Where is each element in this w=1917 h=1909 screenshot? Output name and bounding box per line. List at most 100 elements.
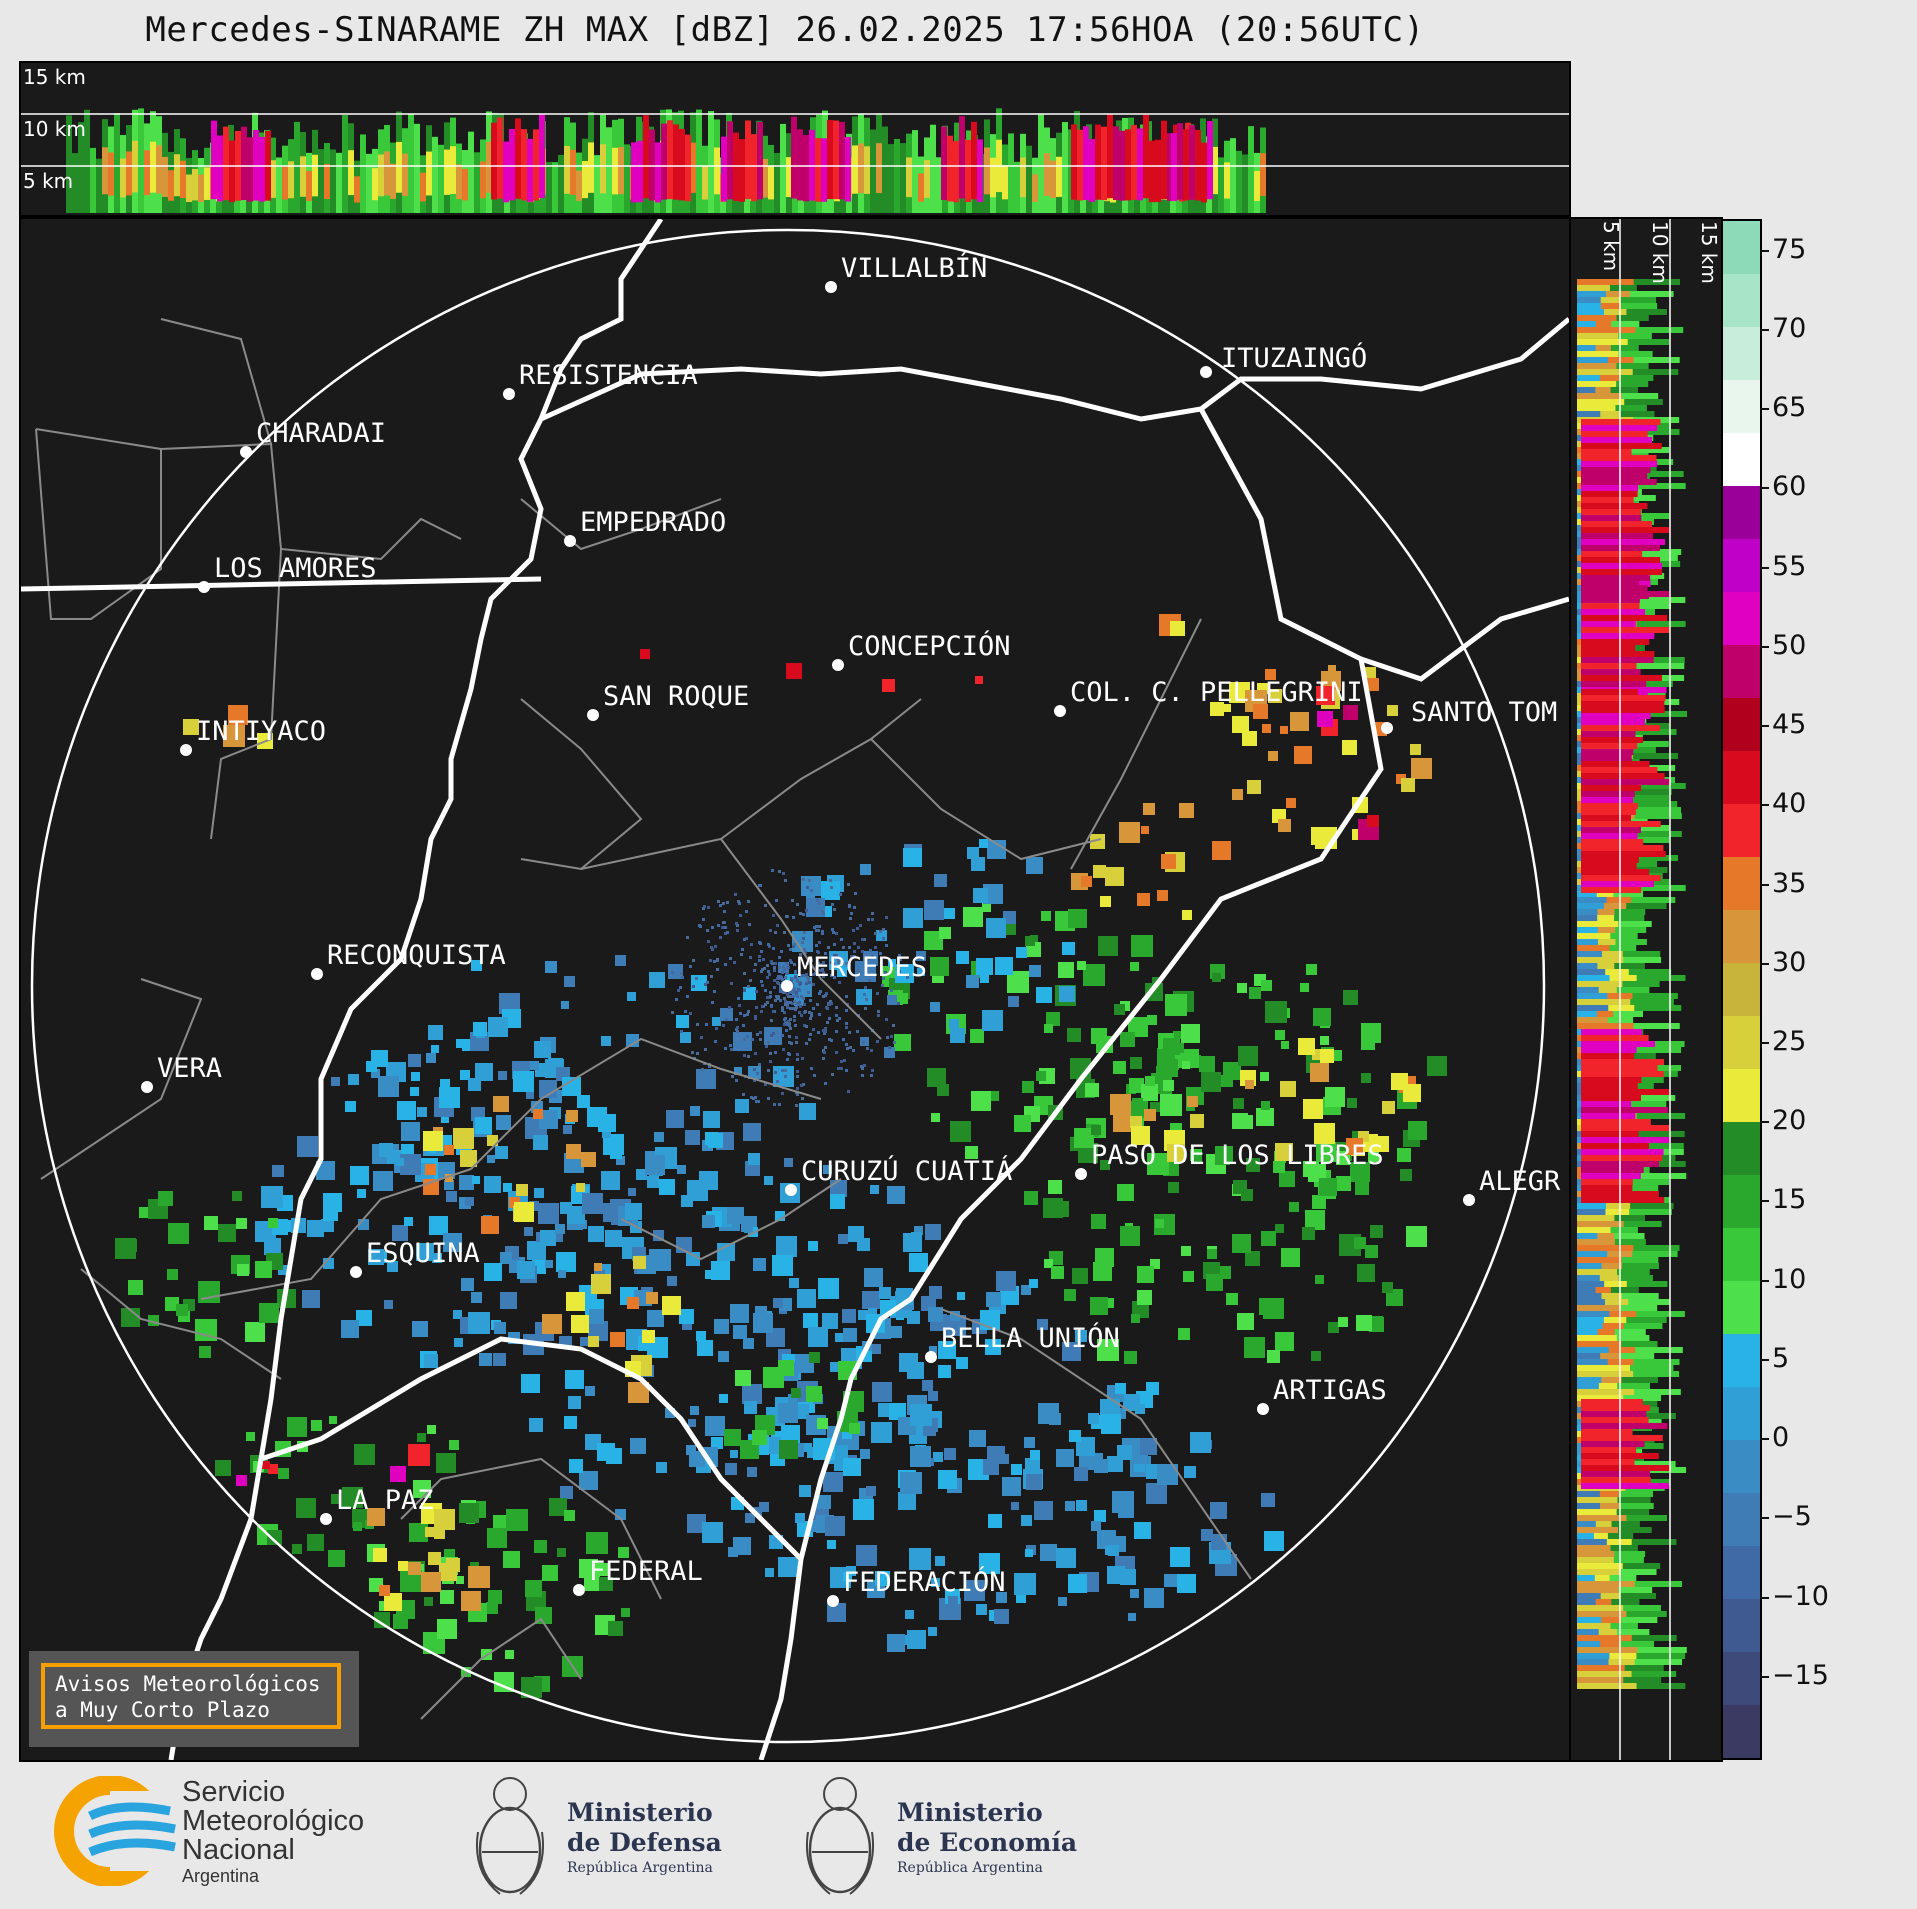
footer-logos: Servicio Meteorológico Nacional Argentin… <box>0 1762 1917 1909</box>
city-label: INTIYACO <box>196 716 327 747</box>
city-marker <box>503 388 515 400</box>
side-height-profile: 5 km 10 km 15 km <box>1569 217 1723 1762</box>
city-label: FEDERAL <box>589 1556 703 1587</box>
city-marker <box>311 968 323 980</box>
city-label: ALEGR <box>1479 1166 1561 1197</box>
notice-line-2: a Muy Corto Plazo <box>55 1698 270 1722</box>
defensa-line-3: República Argentina <box>567 1860 713 1876</box>
notice-box[interactable]: Avisos Meteorológicos a Muy Corto Plazo <box>41 1663 341 1729</box>
colorbar-tick-label: −15 <box>1772 1659 1829 1691</box>
colorbar-tick <box>1760 408 1769 411</box>
colorbar-tick <box>1760 566 1769 569</box>
city-marker <box>180 744 192 756</box>
defensa-name: Ministerio de Defensa República Argentin… <box>567 1798 722 1878</box>
city-label: FEDERACIÓN <box>843 1567 1006 1598</box>
top-profile-echoes <box>21 108 1569 213</box>
colorbar-tick-label: 40 <box>1772 788 1807 820</box>
smn-line-4: Argentina <box>182 1866 260 1886</box>
side-height-label-15km: 15 km <box>1697 221 1721 284</box>
side-profile-echoes <box>1577 219 1687 1760</box>
city-label: CONCEPCIÓN <box>848 631 1011 662</box>
city-label: CURUZÚ CUATIÁ <box>801 1156 1013 1187</box>
economia-name: Ministerio de Economía República Argenti… <box>897 1798 1077 1878</box>
city-marker <box>587 709 599 721</box>
city-label: RESISTENCIA <box>519 360 698 391</box>
range-ring <box>30 228 1546 1744</box>
colorbar-tick <box>1760 1596 1769 1599</box>
dbz-colorbar <box>1721 219 1762 1760</box>
city-label: LOS AMORES <box>214 553 377 584</box>
city-label: SANTO TOM <box>1411 697 1558 728</box>
rivers-and-borders <box>21 219 1569 1760</box>
city-label: SAN ROQUE <box>603 681 750 712</box>
colorbar-tick-label: 5 <box>1772 1342 1790 1374</box>
colorbar-tick <box>1760 249 1769 252</box>
colorbar-tick-label: 55 <box>1772 550 1807 582</box>
colorbar-tick <box>1760 1438 1769 1441</box>
city-marker <box>827 1595 839 1607</box>
top-height-profile: 15 km 10 km 5 km <box>19 61 1571 217</box>
colorbar-tick-label: 35 <box>1772 867 1807 899</box>
colorbar-tick <box>1760 962 1769 965</box>
colorbar-tick-label: 25 <box>1772 1025 1807 1057</box>
colorbar-tick-label: −10 <box>1772 1580 1829 1612</box>
colorbar-tick-label: −5 <box>1772 1501 1812 1533</box>
city-marker <box>1463 1194 1475 1206</box>
city-label: ARTIGAS <box>1273 1375 1387 1406</box>
coat-of-arms-icon <box>470 1772 550 1906</box>
smn-logo <box>50 1775 190 1887</box>
city-marker <box>925 1351 937 1363</box>
colorbar-tick <box>1760 1279 1769 1282</box>
city-marker <box>832 659 844 671</box>
colorbar-tick <box>1760 1675 1769 1678</box>
city-marker <box>198 581 210 593</box>
colorbar-tick <box>1760 487 1769 490</box>
side-height-label-5km: 5 km <box>1599 221 1623 272</box>
smn-line-1: Servicio <box>182 1776 286 1808</box>
city-label: VERA <box>157 1053 223 1084</box>
colorbar-tick-label: 65 <box>1772 392 1807 424</box>
defensa-line-2: de Defensa <box>567 1828 722 1857</box>
city-label: ESQUINA <box>366 1238 480 1269</box>
colorbar-tick <box>1760 1121 1769 1124</box>
coat-of-arms-icon-2 <box>800 1772 880 1906</box>
radar-title: Mercedes-SINARAME ZH MAX [dBZ] 26.02.202… <box>145 10 1425 50</box>
colorbar-tick-label: 60 <box>1772 471 1807 503</box>
city-marker <box>1200 366 1212 378</box>
smn-line-3: Nacional <box>182 1834 295 1866</box>
height-label-5km: 5 km <box>23 169 74 193</box>
city-marker <box>825 281 837 293</box>
city-label: COL. C. PELLEGRINI <box>1070 677 1363 708</box>
colorbar-tick-label: 75 <box>1772 233 1807 265</box>
colorbar-tick-label: 20 <box>1772 1105 1807 1137</box>
city-marker <box>350 1266 362 1278</box>
colorbar-tick <box>1760 804 1769 807</box>
height-label-15km: 15 km <box>23 65 86 89</box>
colorbar-tick-label: 10 <box>1772 1263 1807 1295</box>
city-marker <box>1075 1168 1087 1180</box>
economia-line-1: Ministerio <box>897 1798 1043 1827</box>
radar-map[interactable]: VILLALBÍN RESISTENCIA ITUZAINGÓ CHARADAI EMP… <box>19 217 1571 1762</box>
city-marker <box>320 1513 332 1525</box>
economia-line-3: República Argentina <box>897 1860 1043 1876</box>
colorbar-tick-label: 0 <box>1772 1422 1790 1454</box>
city-label: LA PAZ <box>336 1485 434 1516</box>
city-label: CHARADAI <box>256 418 387 449</box>
height-label-10km: 10 km <box>23 117 86 141</box>
colorbar-tick-label: 70 <box>1772 312 1807 344</box>
city-label: VILLALBÍN <box>841 253 988 284</box>
notice-line-1: Avisos Meteorológicos <box>55 1672 321 1696</box>
city-label: EMPEDRADO <box>580 507 727 538</box>
city-label: RECONQUISTA <box>327 940 506 971</box>
city-marker <box>573 1584 585 1596</box>
city-label: MERCEDES <box>797 952 928 983</box>
city-marker <box>1257 1403 1269 1415</box>
city-label: PASO DE LOS LIBRES <box>1091 1140 1384 1171</box>
short-term-warnings-notice[interactable]: Avisos Meteorológicos a Muy Corto Plazo <box>29 1651 359 1747</box>
side-height-label-10km: 10 km <box>1648 221 1672 284</box>
colorbar-tick-label: 50 <box>1772 629 1807 661</box>
city-label: ITUZAINGÓ <box>1221 343 1368 374</box>
city-label: BELLA UNIÓN <box>941 1323 1120 1354</box>
city-marker <box>564 535 576 547</box>
colorbar-tick-label: 45 <box>1772 709 1807 741</box>
